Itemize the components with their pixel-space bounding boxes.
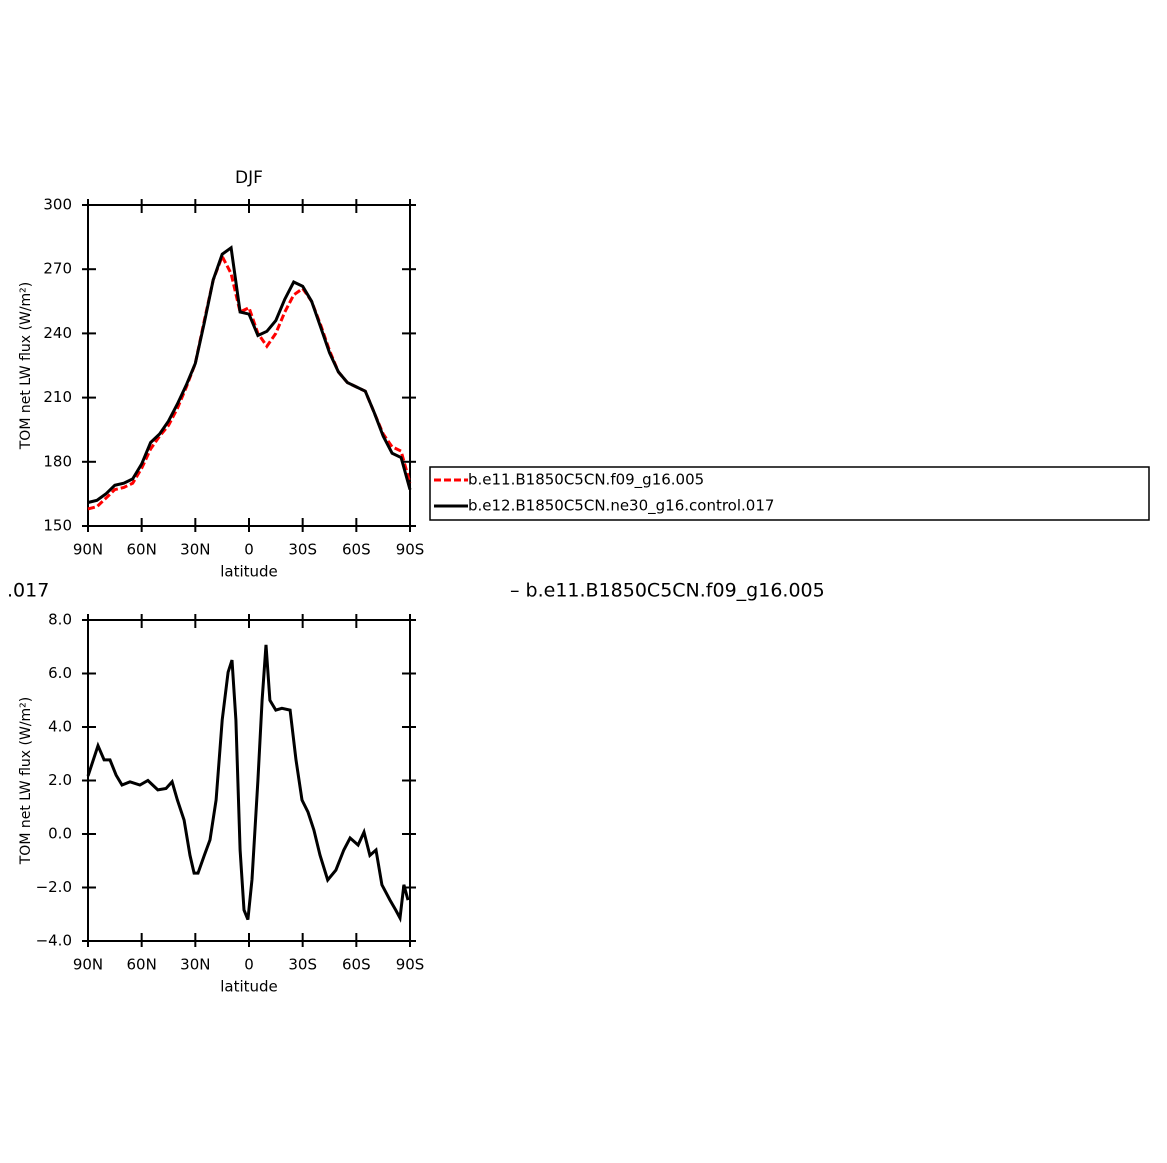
x-tick-label: 0	[244, 956, 254, 974]
y-tick-label: 210	[43, 388, 72, 406]
x-tick-label: 60N	[127, 956, 157, 974]
legend-label: b.e12.B1850C5CN.ne30_g16.control.017	[468, 497, 774, 516]
y-tick-label: 0.0	[48, 825, 72, 843]
y-tick-label: 6.0	[48, 664, 72, 682]
legend-label: b.e11.B1850C5CN.f09_g16.005	[468, 471, 704, 490]
subtitle-left: .017	[7, 580, 49, 602]
subtitle-right: – b.e11.B1850C5CN.f09_g16.005	[510, 580, 825, 602]
x-tick-label: 90S	[396, 541, 425, 559]
x-tick-label: 30N	[180, 541, 210, 559]
x-tick-label: 0	[244, 541, 254, 559]
x-tick-label: 30N	[180, 956, 210, 974]
y-axis-label: TOM net LW flux (W/m²)	[18, 282, 34, 451]
y-tick-label: 180	[43, 452, 72, 470]
x-tick-label: 60S	[342, 956, 371, 974]
x-tick-label: 60N	[127, 541, 157, 559]
x-tick-label: 30S	[288, 541, 317, 559]
plot-frame	[87, 204, 411, 527]
y-tick-label: 2.0	[48, 771, 72, 789]
x-tick-label: 90N	[73, 541, 103, 559]
x-axis-label: latitude	[220, 978, 278, 996]
y-tick-label: 240	[43, 324, 72, 342]
y-tick-label: 300	[43, 196, 72, 214]
y-axis-label: TOM net LW flux (W/m²)	[18, 697, 34, 866]
x-tick-label: 60S	[342, 541, 371, 559]
x-tick-label: 90N	[73, 956, 103, 974]
y-tick-label: 270	[43, 260, 72, 278]
series-line	[86, 644, 410, 923]
chart-title: DJF	[235, 168, 263, 188]
y-tick-label: −2.0	[36, 878, 72, 896]
y-tick-label: 8.0	[48, 611, 72, 629]
legend-box	[429, 466, 1150, 521]
x-axis-label: latitude	[220, 563, 278, 581]
y-tick-label: 4.0	[48, 718, 72, 736]
series-line	[87, 245, 412, 504]
plot-frame	[87, 619, 411, 942]
y-tick-label: 150	[43, 517, 72, 535]
x-tick-label: 90S	[396, 956, 425, 974]
y-tick-label: −4.0	[36, 932, 72, 950]
x-tick-label: 30S	[288, 956, 317, 974]
